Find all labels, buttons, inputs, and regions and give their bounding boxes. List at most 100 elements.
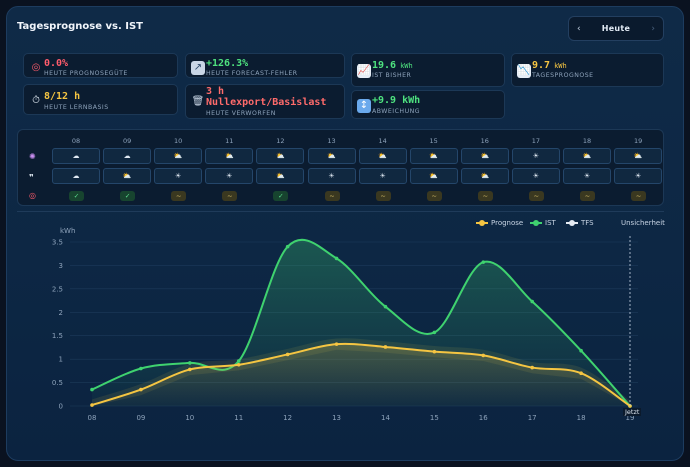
weather-grid: ✺ ❞ ◎ 08 ☁ ☁ ✓ 09 ☁ ⛅ ✓ 10 ⛅ ☀ ~11 ⛅ ☀ ~12 ⛅ ⛅ ✓ 13 ⛅ ☀ ~14 ⛅ ☀… [17,129,664,206]
weather-hour-label: 14 [378,137,387,145]
weather-forecast-cell: ⛅ [614,148,663,164]
weather-forecast-cell: ☀ [511,148,560,164]
kpi-caption: HEUTE PROGNOSEGÜTE [44,70,128,77]
weather-forecast-cell: ☁ [103,148,152,164]
weather-forecast-cell: ⛅ [460,148,509,164]
kpi-lernbasis: ⏱ 8/12 h HEUTE LERNBASIS [23,84,178,115]
kpi-caption: HEUTE VERWORFEN [206,110,276,117]
weather-hour-label: 12 [276,137,285,145]
weather-hour-label: 09 [122,137,132,145]
target-icon: ◎ [29,191,36,200]
y-axis-label: kWh [60,227,76,235]
kpi-prognosegute: ◎ 0.0% HEUTE PROGNOSEGÜTE [23,53,178,78]
target-icon: ◎ [31,62,41,73]
legend-label: TFS [581,219,594,227]
legend-swatch [566,220,578,226]
match-badge: ~ [477,191,493,201]
kpi-caption: HEUTE FORECAST-FEHLER [206,70,298,77]
weather-forecast-cell: ⛅ [409,148,458,164]
kpi-value: +126.3% [206,58,249,69]
match-badge: ~ [324,191,340,201]
match-badge: ~ [171,191,187,201]
kpi-caption: HEUTE LERNBASIS [44,104,109,111]
stopwatch-icon: ⏱ [32,95,40,106]
weather-hour-label: 15 [429,137,438,145]
legend-tfs[interactable]: TFS [566,219,594,227]
weather-forecast-cell: ☁ [52,148,100,164]
kpi-value-line1: 3 h [206,86,225,97]
weather-forecast-cell: ⛅ [563,148,611,164]
chart-down-icon: 📉 [517,64,531,78]
weather-hour-label: 11 [225,137,234,145]
kpi-unit: kWh [554,62,567,70]
kpi-nullexport: 🗑 3 h Nullexport/Basislast HEUTE VERWORF… [185,84,345,119]
next-day-button[interactable]: › [651,23,655,34]
match-badge: ✓ [273,191,289,201]
match-badge: ~ [528,191,544,201]
weather-actual-cell: ☁ [52,168,100,184]
day-label[interactable]: Heute [601,24,631,33]
kpi-value: 0.0% [44,58,69,69]
weather-hour-label: 10 [174,137,183,145]
chart-up-icon: 📈 [357,64,371,78]
now-label: Jetzt [623,408,642,416]
weather-forecast-cell: ⛅ [256,148,305,164]
page-title: Tagesprognose vs. IST [17,21,143,32]
legend-ist[interactable]: IST [530,219,556,227]
legend-unsicherheit[interactable]: Unsicherheit [621,219,665,227]
match-badge: ~ [222,191,238,201]
match-badge: ✓ [120,191,136,201]
weather-actual-cell: ⛅ [460,168,509,184]
divider [17,211,664,212]
match-badge: ✓ [69,191,84,201]
weather-actual-cell: ☀ [154,168,203,184]
kpi-value: +9.9 kWh [372,95,421,106]
kpi-forecastfehler: ↗ +126.3% HEUTE FORECAST-FEHLER [185,53,345,78]
kpi-value: 9.7 kWh [532,60,567,71]
prev-day-button[interactable]: ‹ [577,23,581,34]
arrow-up-right-icon: ↗ [191,61,205,75]
weather-actual-cell: ☀ [511,168,560,184]
trash-icon: 🗑 [191,96,205,107]
weather-forecast-cell: ⛅ [154,148,203,164]
match-badge: ~ [580,191,595,201]
kpi-number: 9.7 [532,60,551,71]
weather-actual-cell: ☀ [563,168,611,184]
weather-actual-cell: ⛅ [256,168,305,184]
kpi-value-line2: Nullexport/Basislast [206,97,327,108]
weather-actual-cell: ⛅ [409,168,458,184]
match-badge: ~ [426,191,442,201]
legend-label: Unsicherheit [621,219,665,227]
kpi-caption: TAGESPROGNOSE [532,72,594,79]
kpi-caption: ABWEICHUNG [372,108,421,115]
weather-actual-cell: ☀ [205,168,254,184]
weather-hour-label: 18 [582,137,592,145]
weather-hour-label: 16 [480,137,489,145]
legend-label: Prognose [491,219,524,227]
weather-hour-label: 13 [327,137,336,145]
kpi-istbisher: 📈 19.6 kWh IST BISHER [351,53,505,87]
weather-actual-cell: ☀ [307,168,356,184]
weather-actual-cell: ⛅ [103,168,152,184]
weather-actual-cell: ☀ [614,168,663,184]
weather-forecast-cell: ⛅ [307,148,356,164]
legend-label: IST [545,219,556,227]
legend-swatch [530,220,542,226]
weather-forecast-cell: ⛅ [358,148,407,164]
sparkle-icon: ✺ [29,152,36,161]
quote-icon: ❞ [29,173,34,182]
kpi-unit: kWh [400,62,413,70]
kpi-value: 19.6 kWh [372,60,413,71]
kpi-number: 19.6 [372,60,397,71]
legend-prognose[interactable]: Prognose [476,219,523,227]
weather-forecast-cell: ⛅ [205,148,254,164]
kpi-caption: IST BISHER [372,72,412,79]
weather-hour-label: 19 [633,137,643,145]
day-navigator: ‹ Heute › [568,16,664,41]
kpi-value: 8/12 h [44,91,81,102]
match-badge: ~ [631,191,647,201]
kpi-abweichung: ↕ +9.9 kWh ABWEICHUNG [351,90,505,119]
updown-icon: ↕ [357,99,371,113]
match-badge: ~ [375,191,391,201]
weather-hour-label: 17 [531,137,541,145]
